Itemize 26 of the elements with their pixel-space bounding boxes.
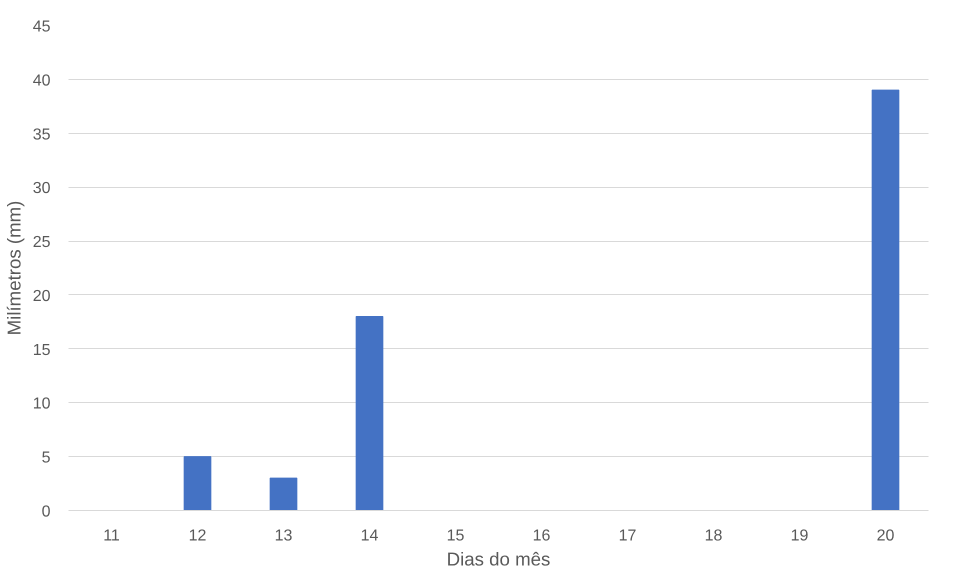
y-axis-title: Milímetros (mm) (4, 200, 25, 336)
y-tick-label: 10 (32, 396, 51, 413)
x-tick-label: 19 (790, 528, 808, 544)
x-tick-label: 14 (360, 528, 378, 544)
y-tick-label: 0 (42, 504, 51, 520)
y-tick-label: 15 (32, 342, 51, 359)
y-tick-label: 5 (42, 450, 51, 467)
bar (872, 90, 900, 510)
y-tick-label: 20 (32, 288, 51, 305)
y-tick-label: 30 (32, 180, 51, 198)
y-tick-label: 40 (32, 72, 51, 90)
x-tick-label: 20 (876, 528, 894, 544)
x-tick-label: 15 (446, 528, 464, 544)
y-tick-label: 35 (32, 126, 51, 144)
bar (270, 478, 298, 510)
x-axis-title: Dias do mês (446, 548, 550, 570)
x-tick-label: 16 (532, 528, 550, 544)
x-tick-label: 11 (103, 528, 120, 544)
bar (356, 316, 384, 510)
x-tick-label: 12 (188, 528, 206, 544)
bar (184, 456, 212, 510)
y-tick-label: 25 (32, 234, 51, 252)
x-tick-label: 17 (618, 528, 636, 544)
y-tick-label: 45 (32, 18, 51, 36)
x-tick-label: 18 (704, 528, 722, 544)
x-tick-label: 13 (274, 528, 292, 544)
